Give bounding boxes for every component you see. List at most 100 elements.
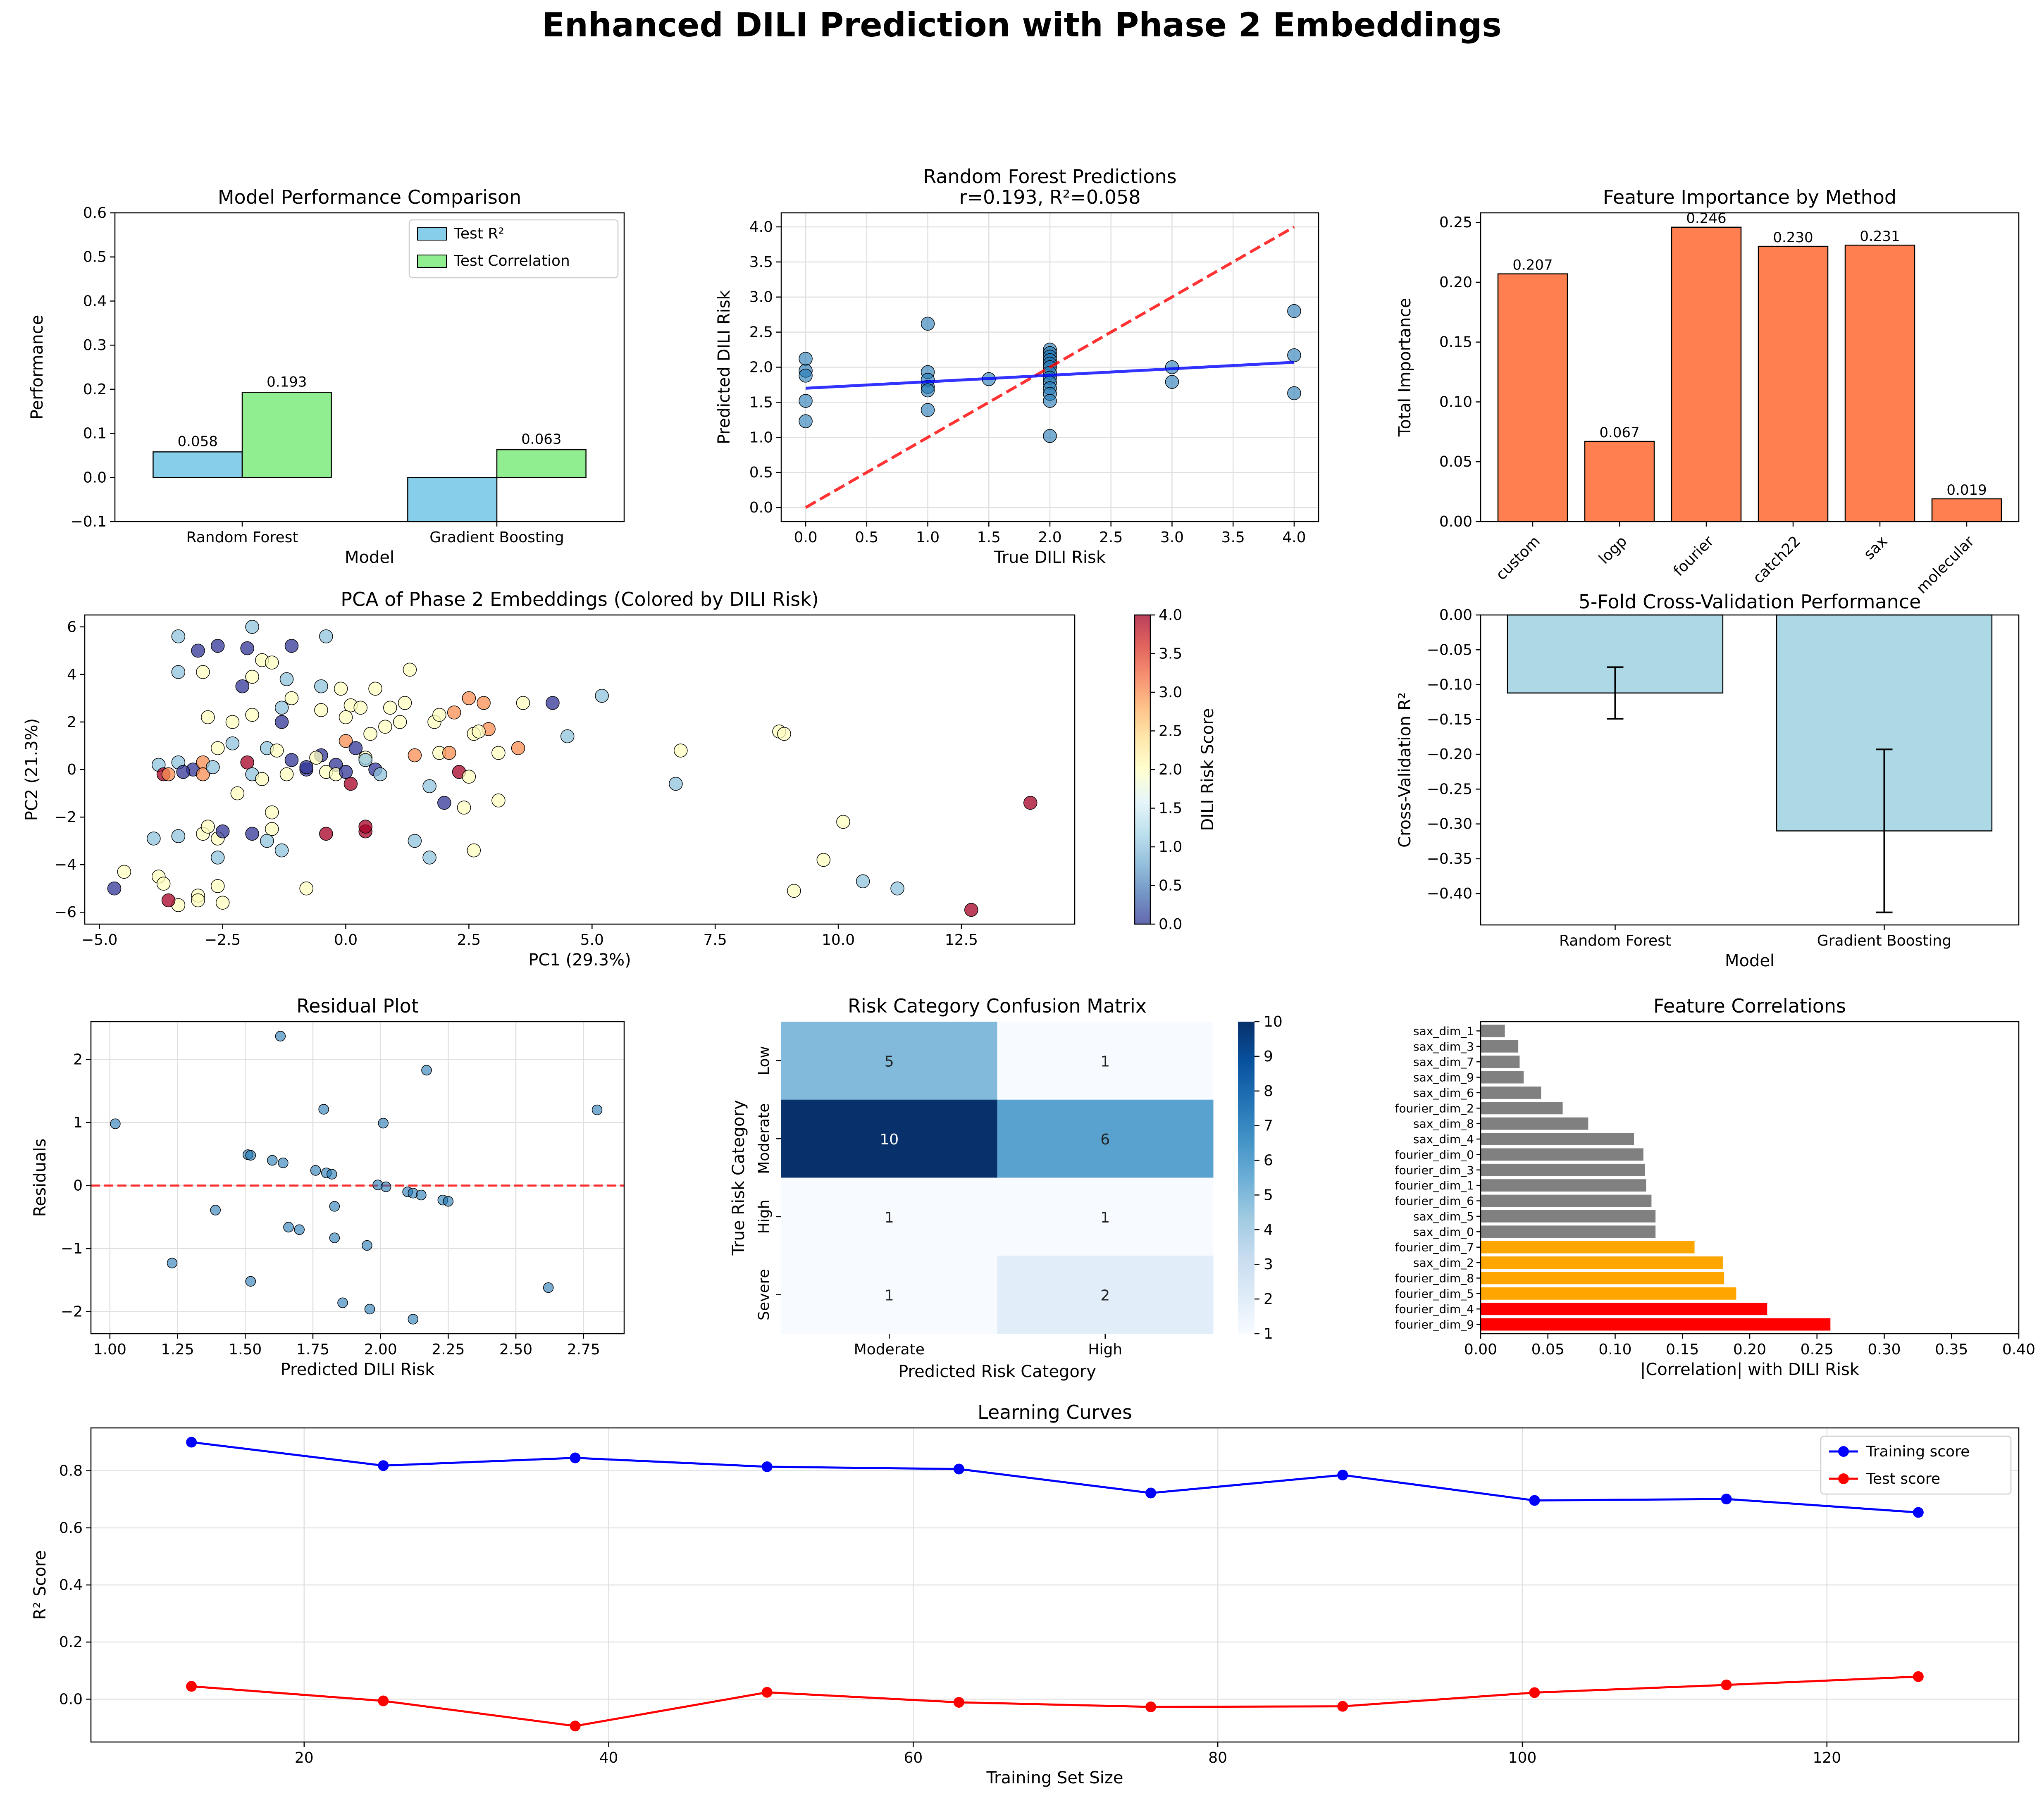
data-point [383,701,397,715]
data-point [491,746,506,760]
y-tick-label: 0.00 [1439,607,1472,624]
y-tick-label: fourier_dim_8 [1395,1271,1474,1285]
data-point [560,729,575,744]
data-point [353,701,368,715]
cell-value-label: 1 [1100,1053,1110,1070]
data-point [1145,1487,1157,1499]
data-point [294,1224,305,1235]
y-tick-label: 2.5 [749,324,773,341]
data-point [1287,348,1301,362]
data-point [669,777,683,791]
colorbar-tick-label: 3 [1264,1256,1273,1273]
bar [1481,1256,1723,1269]
x-tick-label: 2.50 [499,1341,532,1358]
x-tick-label: Moderate [854,1341,925,1358]
data-point [373,767,387,782]
bar [1481,1071,1524,1084]
chart-title: Feature Correlations [1653,995,1846,1017]
y-tick-label: −0.15 [1427,711,1472,728]
data-point [348,741,363,755]
data-point [381,1181,391,1192]
data-point [393,715,407,729]
colorbar-tick-label: 7 [1264,1118,1273,1134]
data-point [432,708,446,722]
y-tick-label: −0.35 [1427,851,1472,867]
data-point [511,741,525,755]
chart-subtitle: r=0.193, R²=0.058 [959,186,1140,208]
data-point [1043,429,1057,443]
y-tick-label: −1 [61,1240,83,1257]
chart-title: Model Performance Comparison [218,186,521,208]
data-point [378,1695,389,1706]
y-tick-label: 6 [67,619,76,636]
data-point [358,753,372,767]
x-tick-label: 40 [599,1749,618,1766]
x-tick-label: 2.5 [457,932,481,948]
data-point [283,1222,294,1232]
x-tick-label: −2.5 [205,932,241,948]
data-point [107,881,122,896]
y-tick-label: High [756,1200,773,1234]
y-tick-label: −0.05 [1427,641,1472,658]
bar [1481,1102,1563,1115]
y-tick-label: sax_dim_5 [1413,1210,1474,1223]
bar-value-label: 0.058 [178,433,218,450]
y-tick-label: 0.8 [59,1463,83,1480]
y-tick-label: −6 [55,904,76,921]
colorbar-label: DILI Risk Score [1198,708,1217,831]
data-point [761,1461,773,1472]
data-point [161,893,176,908]
data-point [1165,375,1179,389]
data-point [329,1232,340,1243]
y-tick-label: 0.6 [59,1520,83,1537]
confusion-matrix-chart: 5 1 Low 10 6 Moderate 1 1 High 1 2 Severe Moderate Hi… [729,995,1283,1381]
x-tick-label: 2.25 [432,1341,465,1358]
data-point [462,770,476,784]
y-axis-label: True Risk Category [729,1100,748,1256]
y-tick-label: fourier_dim_1 [1395,1179,1474,1192]
legend-label: Test Correlation [453,253,570,269]
data-point [543,1282,554,1293]
bar [496,449,587,478]
data-point [176,765,191,779]
y-tick-label: sax_dim_4 [1413,1132,1474,1146]
data-point [310,1165,321,1176]
colorbar-tick-label: 0.0 [1159,916,1182,933]
bar [1481,1086,1541,1099]
x-tick-label: 1.75 [296,1341,329,1358]
legend-label: Test R² [453,225,504,242]
y-tick-label: fourier_dim_5 [1395,1287,1474,1301]
data-point [799,414,813,428]
data-point [284,639,299,653]
bar [1481,1225,1656,1238]
axes-frame [114,212,625,522]
data-point [201,710,215,724]
data-point [147,832,161,846]
data-point [299,760,313,774]
data-point [472,724,486,739]
cell-value-label: 2 [1100,1287,1110,1304]
y-axis-label: Total Importance [1395,298,1414,437]
data-point [964,903,978,917]
bar [1481,1303,1767,1315]
data-point [799,394,813,408]
data-point [921,383,935,398]
data-point [186,1437,197,1448]
heatmap-cell [781,1177,997,1256]
x-tick-label: 100 [1508,1749,1537,1766]
legend-label: Test score [1866,1470,1940,1487]
x-tick-label: High [1088,1341,1122,1358]
chart-title: Risk Category Confusion Matrix [848,995,1147,1017]
chart-title: Residual Plot [296,995,419,1017]
bar [1931,498,2002,522]
data-point [319,827,333,841]
data-point [363,727,377,741]
axes-frame [780,212,1319,522]
chart-panels: −0.10.00.10.20.30.40.50.60.0580.1930.063… [22,165,2035,1787]
bar [1671,226,1742,522]
y-tick-label: 0 [73,1177,83,1194]
y-axis-label: Residuals [31,1139,50,1217]
data-point [210,1205,221,1215]
data-point [191,893,205,908]
y-tick-label: sax_dim_3 [1413,1040,1474,1053]
